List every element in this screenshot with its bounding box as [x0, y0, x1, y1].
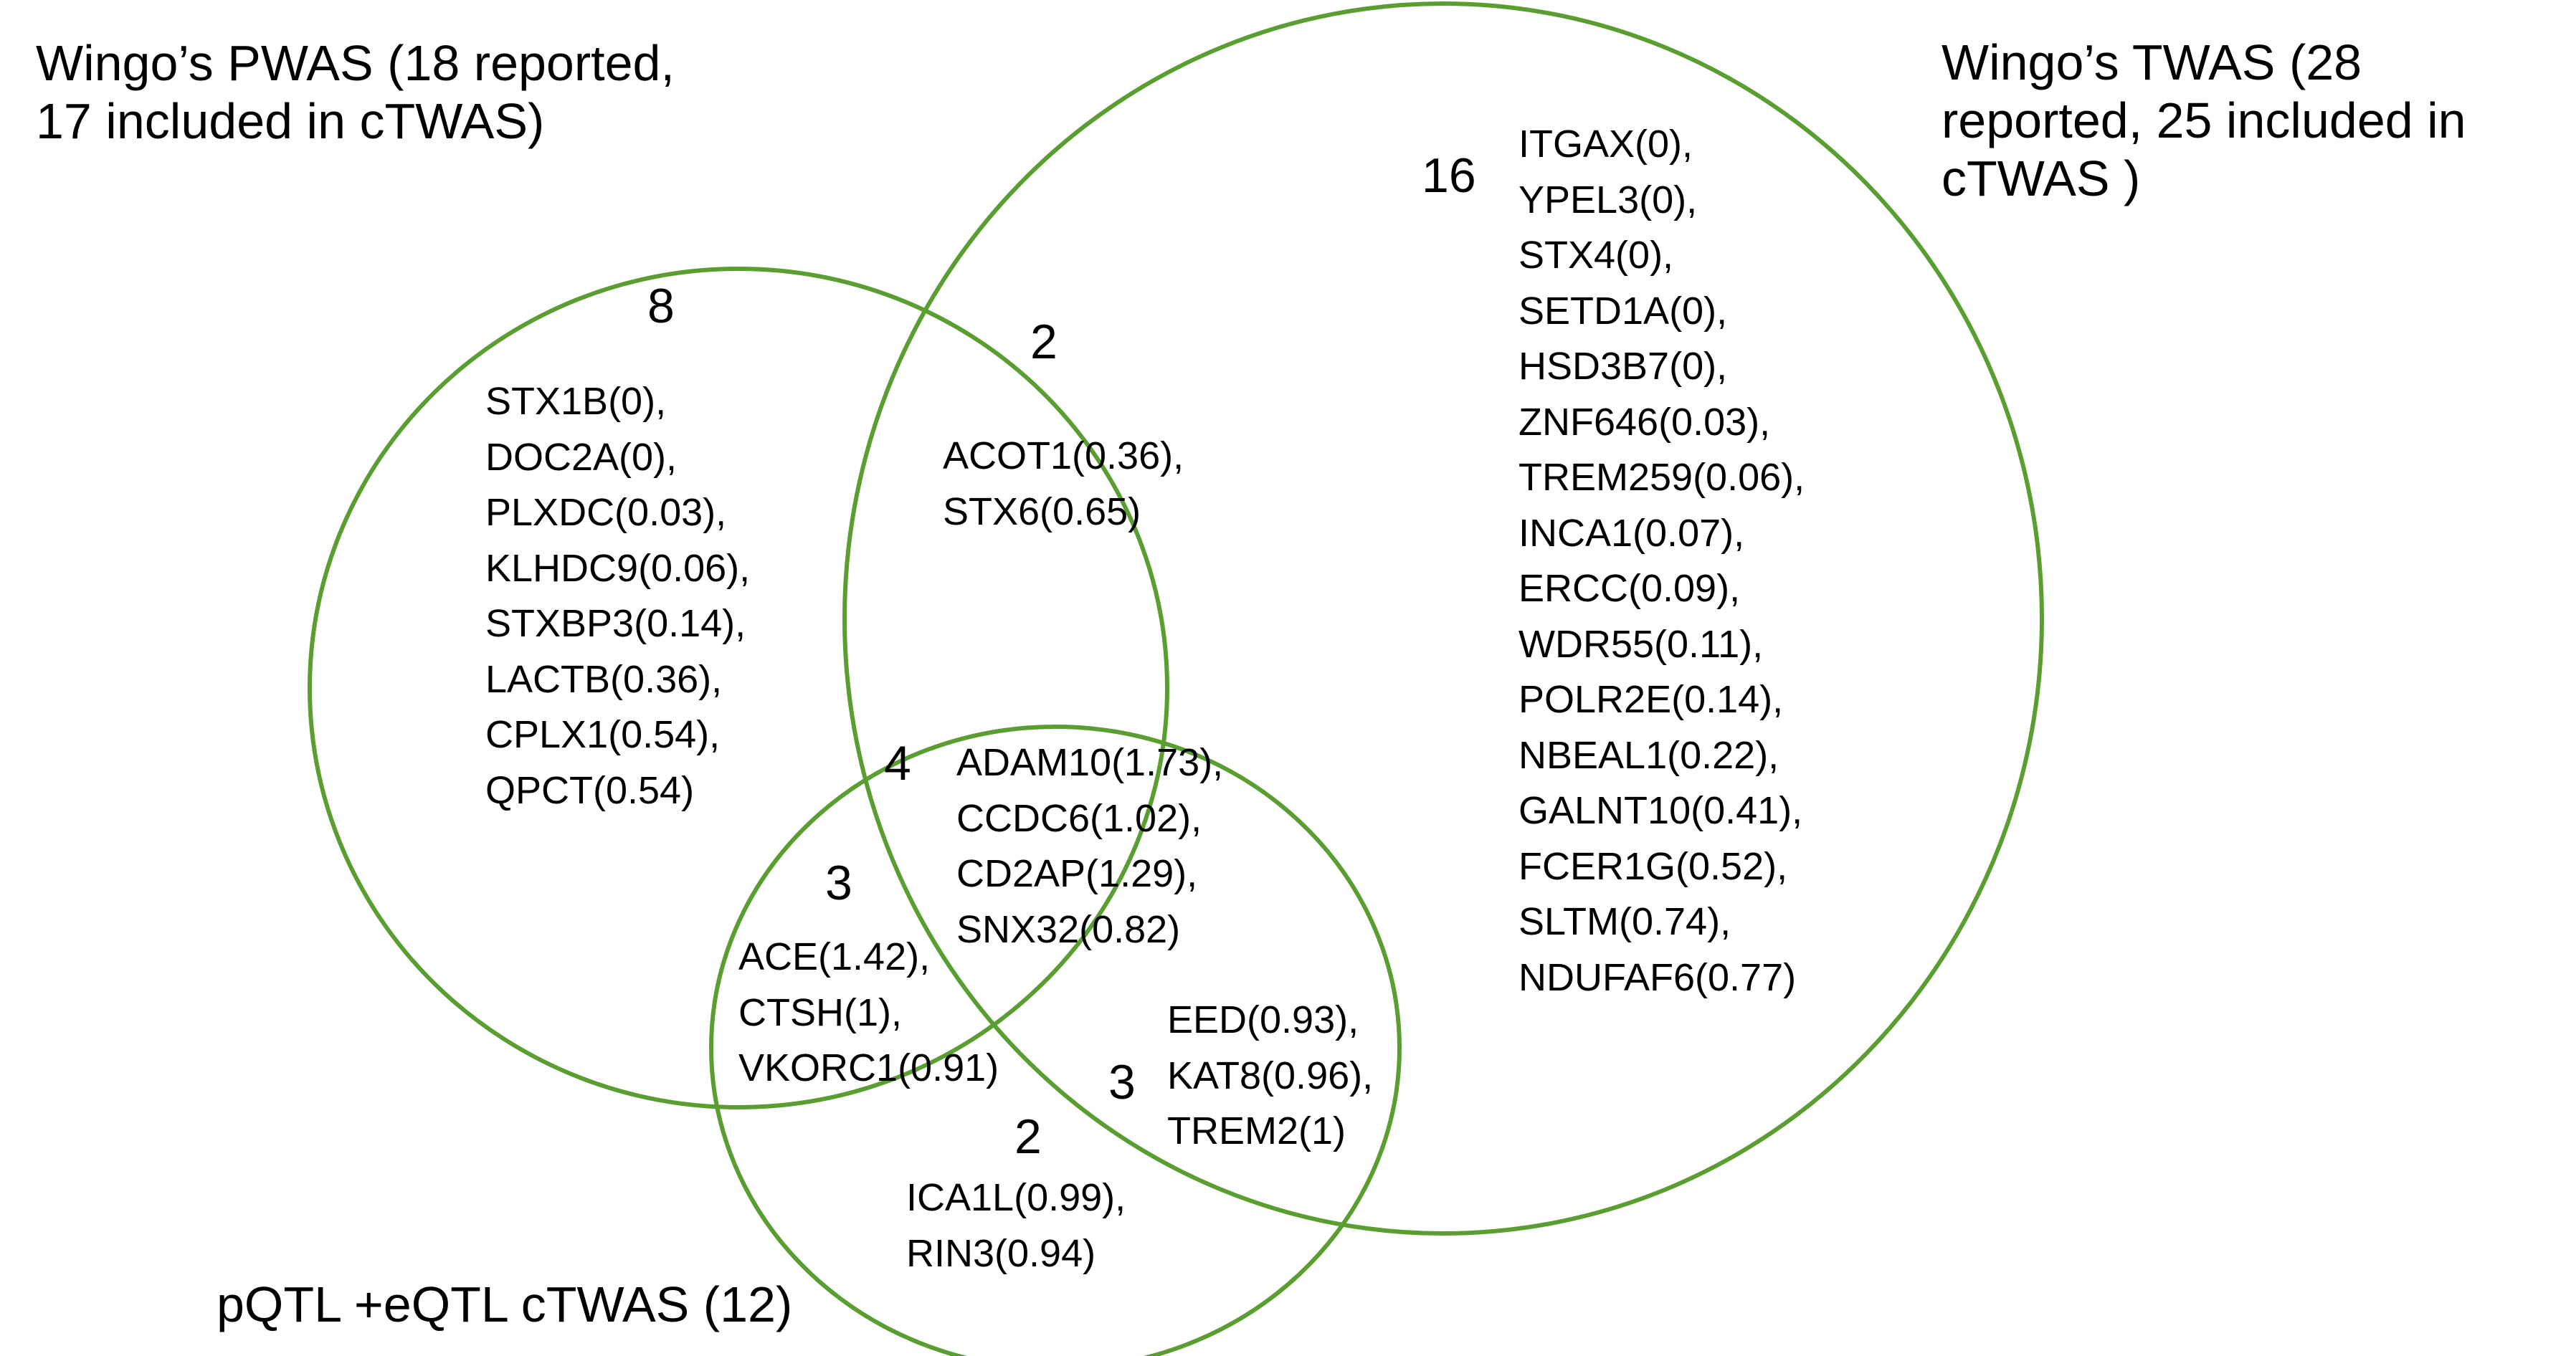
- gene-label: LACTB(0.36),: [485, 657, 723, 701]
- twas-title-line-1: Wingo’s TWAS (28: [1941, 34, 2362, 90]
- twas-circle: [842, 1, 2044, 1236]
- gene-label: ADAM10(1.73),: [956, 741, 1224, 784]
- gene-label: VKORC1(0.91): [738, 1046, 999, 1089]
- gene-label: CCDC6(1.02),: [956, 796, 1202, 840]
- twas-ctwas-count: 3: [1108, 1055, 1136, 1109]
- gene-label: ICA1L(0.99),: [906, 1176, 1126, 1219]
- gene-label: EED(0.93),: [1167, 998, 1359, 1041]
- gene-label: TREM259(0.06),: [1518, 456, 1805, 499]
- gene-label: RIN3(0.94): [906, 1231, 1096, 1275]
- gene-label: GALNT10(0.41),: [1518, 789, 1803, 832]
- ctwas-circle: [709, 725, 1402, 1356]
- pwas-title: Wingo’s PWAS (18 reported, 17 included i…: [36, 34, 675, 151]
- gene-label: FCER1G(0.52),: [1518, 844, 1788, 888]
- gene-label: TREM2(1): [1167, 1109, 1346, 1152]
- gene-label: HSD3B7(0),: [1518, 345, 1728, 388]
- twas-only-gene-list: ITGAX(0), YPEL3(0), STX4(0), SETD1A(0), …: [1518, 117, 1805, 1006]
- pwas-ctwas-gene-list: ACE(1.42), CTSH(1), VKORC1(0.91): [738, 930, 999, 1097]
- gene-label: STX1B(0),: [485, 380, 667, 423]
- gene-label: PLXDC(0.03),: [485, 491, 727, 534]
- ctwas-only-gene-list: ICA1L(0.99), RIN3(0.94): [906, 1170, 1126, 1281]
- gene-label: STX6(0.65): [943, 490, 1141, 533]
- gene-label: KLHDC9(0.06),: [485, 546, 751, 590]
- gene-label: ACOT1(0.36),: [943, 434, 1184, 477]
- pwas-circle: [308, 267, 1169, 1109]
- twas-only-count: 16: [1422, 148, 1476, 203]
- gene-label: SNX32(0.82): [956, 907, 1181, 951]
- gene-label: YPEL3(0),: [1518, 178, 1698, 221]
- gene-label: CD2AP(1.29),: [956, 852, 1198, 895]
- gene-label: ITGAX(0),: [1518, 123, 1693, 166]
- gene-label: POLR2E(0.14),: [1518, 678, 1784, 721]
- pwas-only-count: 8: [647, 279, 675, 333]
- gene-label: ACE(1.42),: [738, 935, 931, 978]
- twas-title-line-3: cTWAS ): [1941, 151, 2141, 206]
- gene-label: SLTM(0.74),: [1518, 900, 1731, 943]
- gene-label: STX4(0),: [1518, 234, 1674, 277]
- gene-label: CTSH(1),: [738, 990, 902, 1034]
- gene-label: CPLX1(0.54),: [485, 713, 721, 756]
- pwas-twas-gene-list: ACOT1(0.36), STX6(0.65): [943, 429, 1184, 540]
- gene-label: NDUFAF6(0.77): [1518, 955, 1797, 999]
- ctwas-only-count: 2: [1014, 1109, 1042, 1164]
- pwas-only-gene-list: STX1B(0), DOC2A(0), PLXDC(0.03), KLHDC9(…: [485, 374, 750, 818]
- gene-label: ERCC(0.09),: [1518, 567, 1741, 610]
- gene-label: DOC2A(0),: [485, 435, 678, 479]
- pwas-title-line-2: 17 included in cTWAS): [36, 93, 545, 149]
- all-three-gene-list: ADAM10(1.73), CCDC6(1.02), CD2AP(1.29), …: [956, 735, 1223, 958]
- ctwas-title: pQTL +eQTL cTWAS (12): [217, 1276, 793, 1332]
- gene-label: WDR55(0.11),: [1518, 622, 1764, 666]
- gene-label: INCA1(0.07),: [1518, 511, 1745, 555]
- gene-label: ZNF646(0.03),: [1518, 400, 1771, 444]
- twas-title: Wingo’s TWAS (28 reported, 25 included i…: [1941, 34, 2466, 208]
- twas-ctwas-gene-list: EED(0.93), KAT8(0.96), TREM2(1): [1167, 993, 1373, 1160]
- all-three-count: 4: [884, 736, 911, 791]
- pwas-ctwas-count: 3: [825, 856, 852, 910]
- gene-label: STXBP3(0.14),: [485, 602, 746, 645]
- twas-title-line-2: reported, 25 included in: [1941, 92, 2466, 148]
- gene-label: KAT8(0.96),: [1167, 1054, 1374, 1097]
- gene-label: QPCT(0.54): [485, 768, 695, 812]
- gene-label: SETD1A(0),: [1518, 289, 1728, 333]
- pwas-twas-count: 2: [1030, 315, 1058, 369]
- pwas-title-line-1: Wingo’s PWAS (18 reported,: [36, 35, 675, 91]
- gene-label: NBEAL1(0.22),: [1518, 733, 1779, 777]
